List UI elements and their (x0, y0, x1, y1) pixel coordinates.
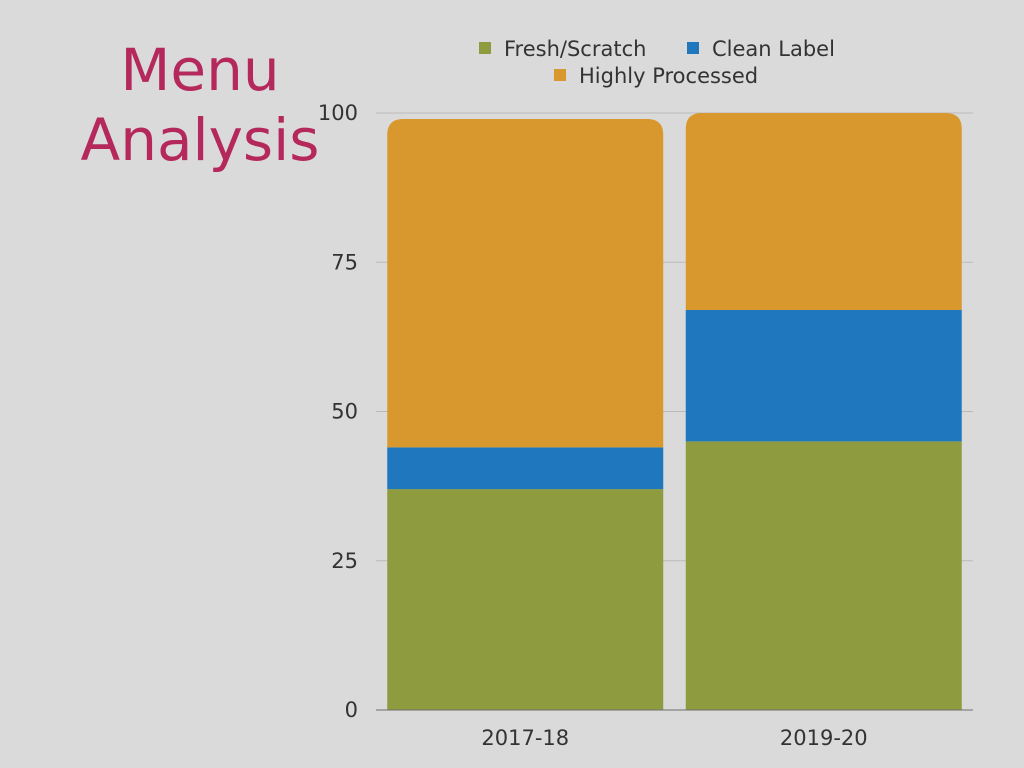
y-tick-label: 0 (345, 698, 358, 722)
legend: Fresh/Scratch Clean Label Highly Processed (479, 37, 835, 88)
bar-2019-20-highly-processed (685, 113, 962, 311)
legend-label: Fresh/Scratch (504, 37, 646, 61)
legend-label: Highly Processed (579, 64, 758, 88)
bar-2017-18-fresh-scratch (387, 489, 664, 710)
title-line-1: Menu (120, 36, 280, 104)
legend-label: Clean Label (712, 37, 835, 61)
legend-item-highly-processed: Highly Processed (554, 64, 758, 88)
bar-2019-20-fresh-scratch (685, 441, 962, 710)
y-tick-label: 75 (331, 250, 358, 274)
x-tick-label: 2019-20 (780, 726, 868, 750)
y-tick-label: 50 (331, 400, 358, 424)
x-tick-label: 2017-18 (481, 726, 569, 750)
y-tick-label: 100 (318, 101, 358, 125)
legend-item-clean-label: Clean Label (687, 37, 835, 61)
page-title: Menu Analysis (60, 36, 340, 175)
bar-2019-20-clean-label (685, 310, 962, 442)
legend-item-fresh-scratch: Fresh/Scratch (479, 37, 646, 61)
legend-swatch (554, 69, 566, 81)
bar-2017-18-highly-processed (387, 118, 664, 448)
x-axis-ticks: 2017-18 2019-20 (481, 726, 867, 750)
title-line-2: Analysis (80, 105, 320, 174)
bars (376, 113, 973, 711)
bar-2017-18-clean-label (387, 447, 664, 490)
legend-swatch (687, 42, 699, 54)
y-axis-ticks: 0 25 50 75 100 (318, 101, 358, 722)
legend-swatch (479, 42, 491, 54)
y-tick-label: 25 (331, 549, 358, 573)
